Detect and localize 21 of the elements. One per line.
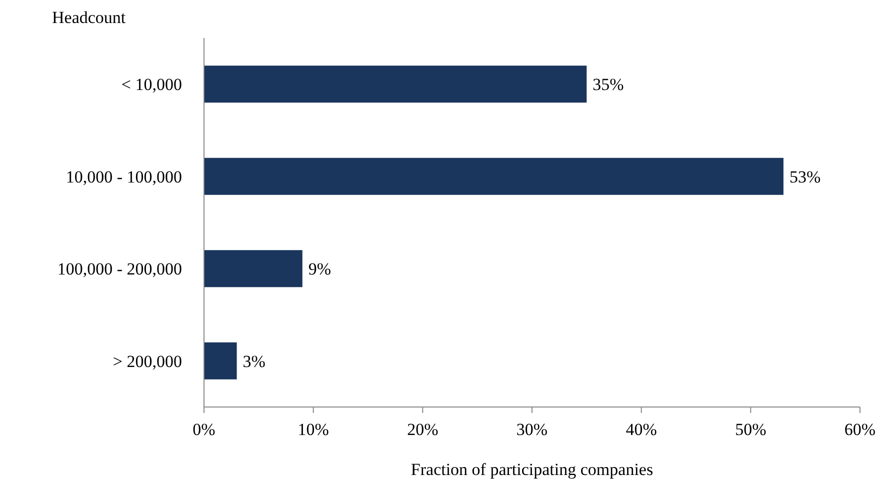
x-tick-label: 50%: [735, 420, 766, 440]
data-label: 53%: [789, 167, 821, 186]
x-tick-label: 30%: [516, 420, 548, 440]
data-label: 35%: [592, 75, 624, 94]
x-tick-label: 60%: [844, 420, 876, 440]
y-tick-label: 100,000 - 200,000: [57, 260, 182, 279]
bar: [204, 158, 784, 195]
bar: [204, 250, 302, 288]
y-tick-label: 10,000 - 100,000: [66, 167, 182, 186]
data-label: 9%: [308, 260, 332, 279]
bar: [204, 342, 237, 380]
y-tick-label: < 10,000: [121, 75, 182, 94]
y-tick-label: > 200,000: [112, 352, 182, 371]
x-tick-label: 10%: [298, 420, 329, 440]
x-tick-label: 0%: [192, 420, 216, 440]
x-tick-label: 40%: [626, 420, 657, 440]
data-label: 3%: [242, 352, 266, 371]
bar: [204, 66, 587, 103]
y-axis-title: Headcount: [52, 8, 126, 28]
x-tick-label: 20%: [407, 420, 438, 440]
x-axis-title: Fraction of participating companies: [410, 460, 654, 479]
